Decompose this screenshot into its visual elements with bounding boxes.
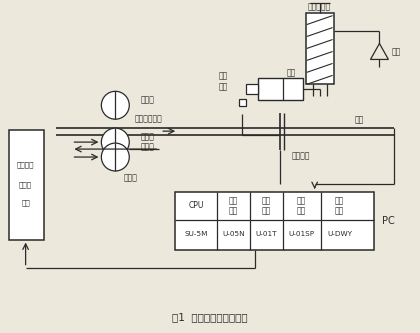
Text: U-01SP: U-01SP xyxy=(289,231,315,237)
Bar xyxy=(246,84,258,94)
Text: 板料: 板料 xyxy=(355,116,364,125)
Bar xyxy=(175,192,375,250)
Text: 输入
模块: 输入 模块 xyxy=(229,196,238,215)
Text: 定位
模块: 定位 模块 xyxy=(297,196,306,215)
Text: 气源: 气源 xyxy=(391,47,401,56)
Circle shape xyxy=(101,143,129,171)
Text: 空置
模块: 空置 模块 xyxy=(335,196,344,215)
Circle shape xyxy=(101,91,129,119)
Text: 剪切机构: 剪切机构 xyxy=(292,152,310,161)
Text: CPU: CPU xyxy=(188,201,204,210)
Text: 编码器: 编码器 xyxy=(123,173,137,182)
Bar xyxy=(306,13,333,84)
Bar xyxy=(9,130,44,240)
Bar xyxy=(258,78,303,100)
Text: 驱动交: 驱动交 xyxy=(19,181,32,188)
Text: 图1  剪切系统结构示意图: 图1 剪切系统结构示意图 xyxy=(172,312,248,322)
Text: 伺数字式: 伺数字式 xyxy=(17,162,34,168)
Text: 接近
开关: 接近 开关 xyxy=(218,72,228,91)
Text: 器流: 器流 xyxy=(21,199,30,206)
Circle shape xyxy=(101,128,129,156)
Text: 板料运动方向: 板料运动方向 xyxy=(134,115,162,124)
Text: PC: PC xyxy=(382,216,395,226)
Text: U-05N: U-05N xyxy=(222,231,245,237)
Text: 输出
模块: 输出 模块 xyxy=(262,196,271,215)
Text: 气缸: 气缸 xyxy=(287,68,297,77)
Text: 夹送辊: 夹送辊 xyxy=(140,96,154,105)
Text: U-DWY: U-DWY xyxy=(327,231,352,237)
Text: 交流伺
服电机: 交流伺 服电机 xyxy=(140,133,154,152)
Text: SU-5M: SU-5M xyxy=(184,231,208,237)
Text: U-01T: U-01T xyxy=(255,231,277,237)
Bar xyxy=(239,99,246,106)
Text: 方向控制阀: 方向控制阀 xyxy=(308,2,331,11)
